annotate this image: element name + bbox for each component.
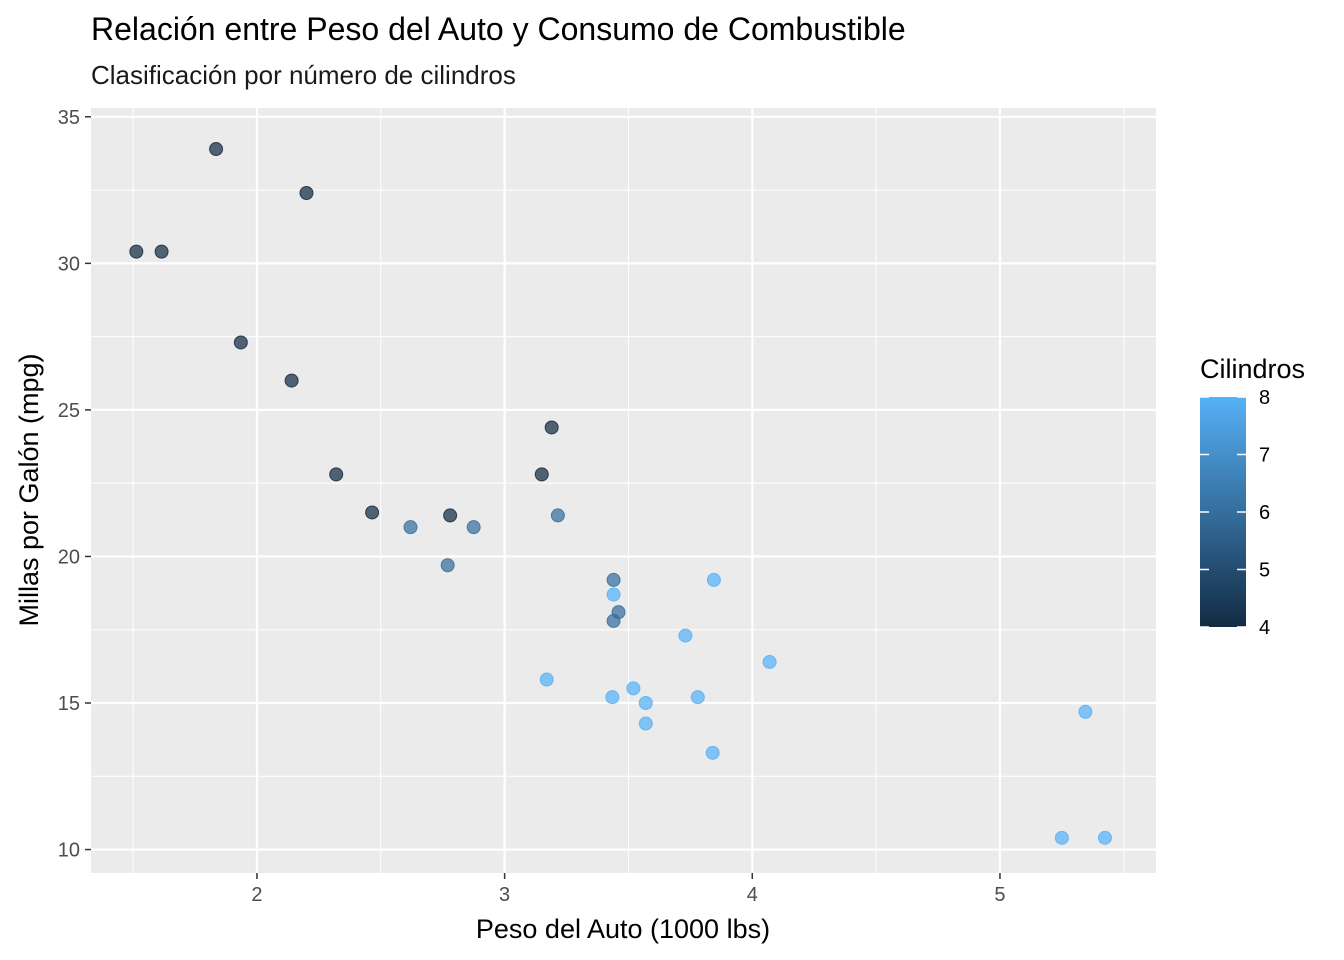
data-point	[233, 335, 248, 350]
colorbar-label: 8	[1259, 387, 1270, 409]
x-axis: 2 3 4 5	[251, 873, 1006, 906]
data-point	[1097, 830, 1112, 845]
data-point	[690, 690, 705, 705]
data-point	[638, 696, 653, 710]
data-points	[129, 142, 1112, 845]
x-tick-label: 3	[499, 884, 510, 906]
data-point	[403, 520, 418, 535]
y-axis-title: Millas por Galón (mpg)	[14, 353, 44, 626]
data-point	[611, 605, 626, 620]
data-point	[544, 420, 559, 435]
data-point	[638, 716, 653, 731]
y-tick-label: 20	[58, 546, 80, 568]
data-point	[705, 745, 720, 760]
data-point	[154, 244, 169, 259]
y-tick-label: 15	[58, 693, 80, 715]
data-point	[1078, 704, 1093, 719]
data-point	[539, 672, 554, 687]
y-tick-label: 30	[58, 253, 80, 275]
chart-subtitle: Clasificación por número de cilindros	[91, 60, 516, 90]
data-point	[550, 508, 565, 523]
data-point	[443, 508, 458, 523]
grid-major	[91, 108, 1156, 873]
data-point	[466, 520, 481, 535]
data-point	[606, 587, 621, 602]
data-point	[678, 628, 693, 643]
data-point	[365, 505, 380, 520]
colorbar-label: 6	[1259, 502, 1270, 524]
y-tick-label: 10	[58, 840, 80, 862]
plot-panel	[91, 108, 1156, 873]
data-point	[329, 467, 344, 482]
colorbar-label: 4	[1259, 617, 1270, 639]
data-point	[605, 690, 620, 705]
colorbar-ticks: 4 5 6 7 8	[1200, 387, 1270, 639]
grid-minor	[91, 108, 1156, 873]
y-tick-label: 25	[58, 400, 80, 422]
data-point	[129, 244, 144, 259]
x-axis-title: Peso del Auto (1000 lbs)	[476, 914, 770, 944]
x-tick-label: 5	[994, 884, 1005, 906]
chart-title: Relación entre Peso del Auto y Consumo d…	[91, 11, 906, 47]
colorbar-label: 7	[1259, 445, 1270, 467]
legend: Cilindros 4 5 6 7 8	[1200, 354, 1305, 639]
data-point	[209, 142, 224, 157]
colorbar-label: 5	[1259, 560, 1270, 582]
data-point	[299, 186, 314, 200]
data-point	[440, 558, 455, 573]
data-point	[606, 572, 621, 587]
data-point	[284, 373, 299, 388]
data-point	[706, 572, 721, 587]
x-tick-label: 2	[251, 884, 262, 906]
data-point	[1054, 830, 1069, 845]
data-point	[626, 681, 641, 696]
data-point	[762, 654, 777, 669]
x-tick-label: 4	[747, 884, 758, 906]
y-axis: 10 15 20 25 30 35	[58, 107, 91, 862]
data-point	[534, 467, 549, 482]
y-tick-label: 35	[58, 107, 80, 129]
legend-title: Cilindros	[1200, 354, 1305, 384]
